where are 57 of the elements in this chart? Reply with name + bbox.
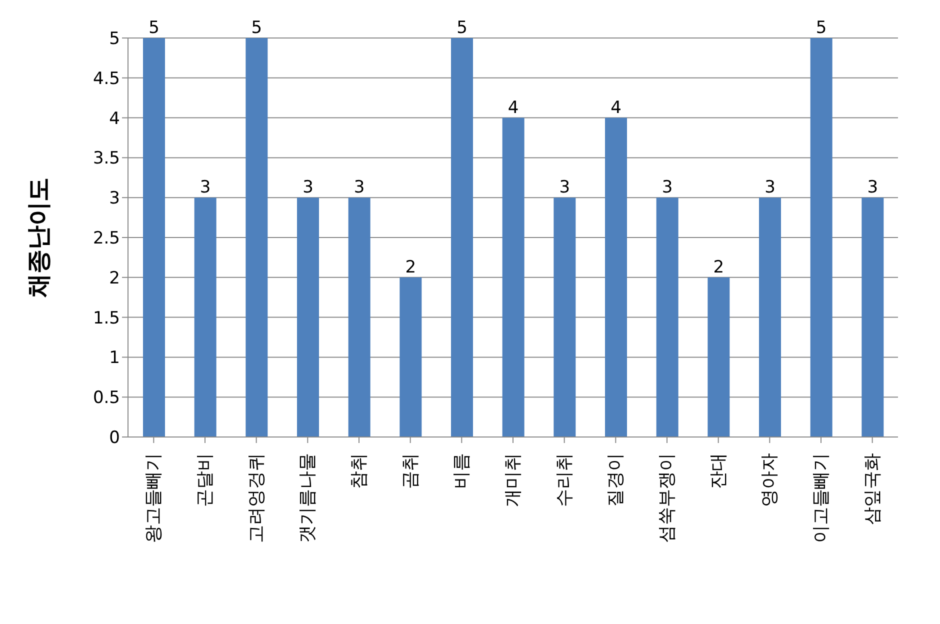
data-label: 5	[148, 18, 160, 38]
data-label: 5	[251, 18, 262, 38]
x-tick-label: 갯기름나물	[297, 453, 318, 543]
y-tick-label: 3.5	[92, 148, 120, 169]
y-tick-label: 0.5	[92, 388, 120, 408]
y-tick-label: 0	[109, 428, 120, 448]
x-tick-label: 곤달비	[194, 453, 216, 507]
x-tick-label: 영아자	[759, 453, 780, 507]
y-tick-label: 4	[109, 108, 120, 129]
x-tick-label: 고려엉겅퀴	[246, 453, 267, 543]
bar	[708, 277, 730, 437]
bar	[297, 198, 319, 437]
bar	[451, 38, 473, 437]
bar	[246, 38, 268, 437]
data-label: 5	[456, 18, 468, 38]
y-tick-label: 5	[109, 29, 120, 50]
y-tick-label: 1.5	[92, 308, 120, 328]
x-tick-label: 수리취	[554, 453, 575, 507]
bar	[656, 198, 678, 437]
bar	[810, 38, 832, 437]
data-label: 3	[662, 178, 673, 198]
data-label: 3	[354, 178, 365, 198]
x-tick-label: 섬쑥부쟁이	[656, 453, 678, 543]
x-tick-label: 참취	[348, 453, 370, 489]
y-axis-title: 채종난이도	[24, 178, 53, 298]
y-tick-label: 1	[109, 348, 120, 368]
data-label: 2	[713, 257, 724, 278]
x-tick-label: 왕고들빼기	[143, 453, 164, 543]
bar	[348, 198, 370, 437]
data-label: 4	[508, 98, 519, 118]
bar	[862, 198, 884, 437]
bar	[400, 277, 422, 437]
x-tick-label: 이고들빼기	[810, 453, 832, 543]
x-tick-label: 개미취	[502, 453, 524, 507]
bar	[759, 198, 781, 437]
data-label: 3	[200, 178, 211, 198]
x-tick-label: 비름	[451, 453, 472, 489]
y-tick-label: 2	[109, 268, 120, 288]
y-tick-label: 4.5	[92, 68, 120, 89]
x-tick-label: 질경이	[605, 453, 626, 507]
data-label: 3	[867, 178, 878, 198]
bar	[502, 118, 524, 437]
bar	[194, 198, 216, 437]
x-tick-label: 삼잎국화	[862, 453, 883, 525]
data-label: 4	[610, 98, 622, 118]
data-label: 5	[816, 18, 827, 38]
bar	[143, 38, 165, 437]
y-tick-label: 2.5	[92, 228, 120, 249]
bar	[605, 118, 627, 437]
x-tick-label: 곰취	[400, 453, 421, 489]
x-tick-label: 잔대	[708, 453, 729, 489]
data-label: 2	[405, 257, 416, 278]
data-label: 3	[302, 178, 314, 198]
data-label: 3	[559, 178, 570, 198]
y-tick-label: 3	[109, 188, 120, 209]
bar	[554, 198, 576, 437]
data-label: 3	[764, 178, 776, 198]
